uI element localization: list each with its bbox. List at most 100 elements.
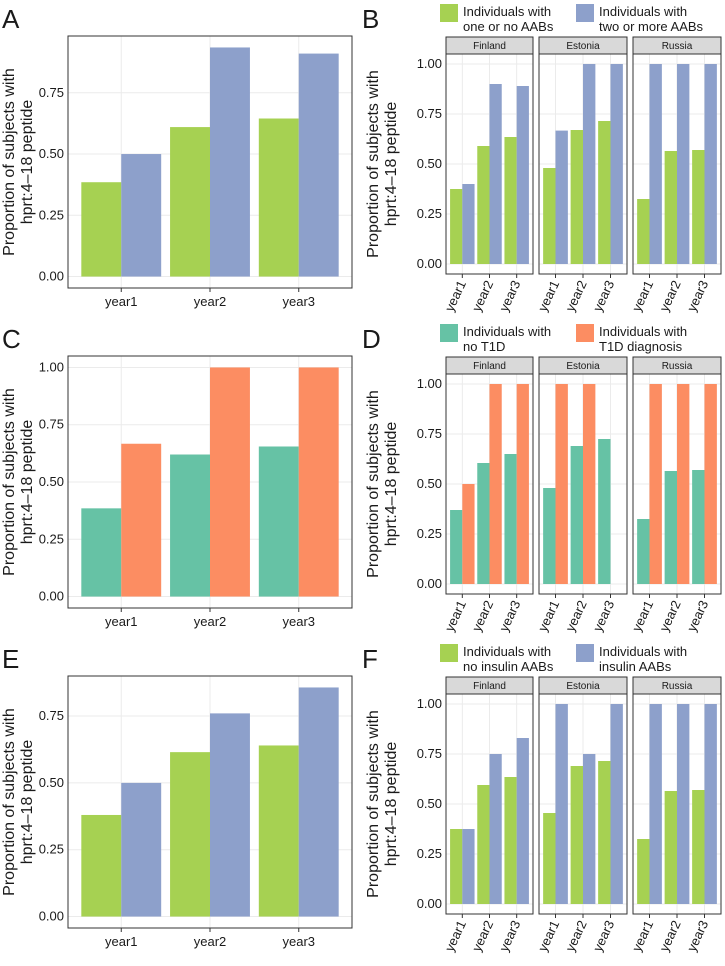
y-tick-label: 0.75 <box>39 708 64 723</box>
legend-label: Individuals with two or more AABs <box>599 4 704 34</box>
bar <box>489 384 502 584</box>
x-tick-label: year3 <box>282 934 315 949</box>
facet-finland: Finland year1 year2 year3 <box>442 676 534 954</box>
x-tick-label: year1 <box>105 294 138 309</box>
bar <box>598 761 611 904</box>
x-tick-label: year2 <box>469 918 496 954</box>
legend-label: Individuals with T1D diagnosis <box>599 324 687 354</box>
y-tick-label: 0.75 <box>39 85 64 100</box>
bar <box>610 704 623 904</box>
panel-label: A <box>2 4 20 34</box>
legend: Individuals with one or no AABs Individual… <box>440 4 704 34</box>
y-tick-label: 0.75 <box>417 746 442 761</box>
y-tick-label: 0.50 <box>417 156 442 171</box>
y-tick-label: 0.50 <box>417 796 442 811</box>
bar <box>664 151 677 264</box>
bar <box>583 754 596 904</box>
bar <box>462 184 475 264</box>
panel-border <box>445 693 534 915</box>
facet-label: Finland <box>473 41 506 52</box>
panel-F: F Proportion of subjects withhprt:4–18 pe… <box>362 644 722 954</box>
bar <box>692 470 705 584</box>
y-tick-label: 0.50 <box>39 775 64 790</box>
y-axis-label: Proportion of subjects withhprt:4–18 pep… <box>365 70 400 258</box>
y-tick-label: 0.25 <box>417 206 442 221</box>
bar <box>649 384 662 584</box>
facet-label: Finland <box>473 681 506 692</box>
facet-estonia: Estonia year1 year2 year3 <box>535 36 628 314</box>
bar <box>121 443 162 597</box>
bar <box>81 814 122 917</box>
bar <box>489 754 502 904</box>
x-tick-label: year1 <box>535 598 562 634</box>
bar <box>121 782 162 917</box>
panel-border <box>67 355 353 609</box>
bar <box>450 829 463 904</box>
bar <box>583 64 596 264</box>
bar <box>450 189 463 264</box>
x-tick-label: year1 <box>629 918 656 954</box>
x-tick-label: year2 <box>469 278 496 314</box>
bar <box>570 130 583 264</box>
y-axis-label: Proportion of subjects withhprt:4–18 pep… <box>1 68 36 256</box>
plot-area: year1 year2 year3 <box>67 35 353 309</box>
bar <box>298 687 339 917</box>
panel-border <box>632 693 722 915</box>
panel-D: D Proportion of subjects withhprt:4–18 pe… <box>362 324 722 634</box>
y-tick-label: 0.50 <box>39 146 64 161</box>
panel-border <box>67 675 353 929</box>
bar <box>516 86 529 264</box>
bar <box>583 384 596 584</box>
x-tick-label: year3 <box>684 278 711 314</box>
legend-label: Individuals with insulin AABs <box>599 644 687 674</box>
bar <box>637 519 650 584</box>
facet-estonia: Estonia year1 year2 year3 <box>535 676 628 954</box>
bar <box>570 766 583 904</box>
bar <box>677 384 690 584</box>
panel-label: E <box>2 644 19 674</box>
y-tick-label: 0.25 <box>417 526 442 541</box>
x-tick-label: year2 <box>562 918 589 954</box>
bar <box>543 488 556 584</box>
x-tick-label: year2 <box>194 614 227 629</box>
bar <box>462 829 475 904</box>
panel-B: B Proportion of subjects withhprt:4–18 pe… <box>362 4 722 314</box>
facet-label: Estonia <box>566 361 600 372</box>
bar <box>462 484 475 584</box>
y-axis-label: Proportion of subjects withhprt:4–18 pep… <box>365 710 400 898</box>
x-tick-label: year1 <box>629 278 656 314</box>
bar <box>692 150 705 264</box>
x-tick-label: year3 <box>282 614 315 629</box>
y-tick-label: 0.00 <box>417 256 442 271</box>
x-tick-label: year1 <box>535 278 562 314</box>
x-tick-label: year1 <box>442 918 469 954</box>
legend-swatch <box>440 324 458 342</box>
x-tick-label: year3 <box>496 918 523 954</box>
facet-finland: Finland year1 year2 year3 <box>442 36 534 314</box>
y-tick-label: 1.00 <box>417 696 442 711</box>
facet-label: Estonia <box>566 41 600 52</box>
bar <box>477 785 490 904</box>
bar <box>664 471 677 584</box>
panel-E: E Proportion of subjects withhprt:4–18 pe… <box>1 644 353 949</box>
panel-border <box>67 35 353 289</box>
bar <box>677 64 690 264</box>
x-tick-label: year3 <box>590 598 617 634</box>
panel-border <box>632 373 722 595</box>
bar <box>598 121 611 264</box>
x-tick-label: year2 <box>656 918 683 954</box>
legend-swatch <box>576 324 594 342</box>
x-tick-label: year3 <box>684 598 711 634</box>
plot-area: year1 year2 year3 <box>67 675 353 949</box>
plot-area: year1 year2 year3 <box>67 355 353 629</box>
legend-swatch <box>576 4 594 22</box>
bar <box>555 704 568 904</box>
bar <box>298 367 339 597</box>
bar <box>210 713 250 917</box>
bar <box>210 367 250 597</box>
y-axis-label: Proportion of subjects withhprt:4–18 pep… <box>1 708 36 896</box>
bar <box>258 446 299 597</box>
facet-label: Estonia <box>566 681 600 692</box>
bar <box>450 510 463 584</box>
bar <box>664 791 677 904</box>
